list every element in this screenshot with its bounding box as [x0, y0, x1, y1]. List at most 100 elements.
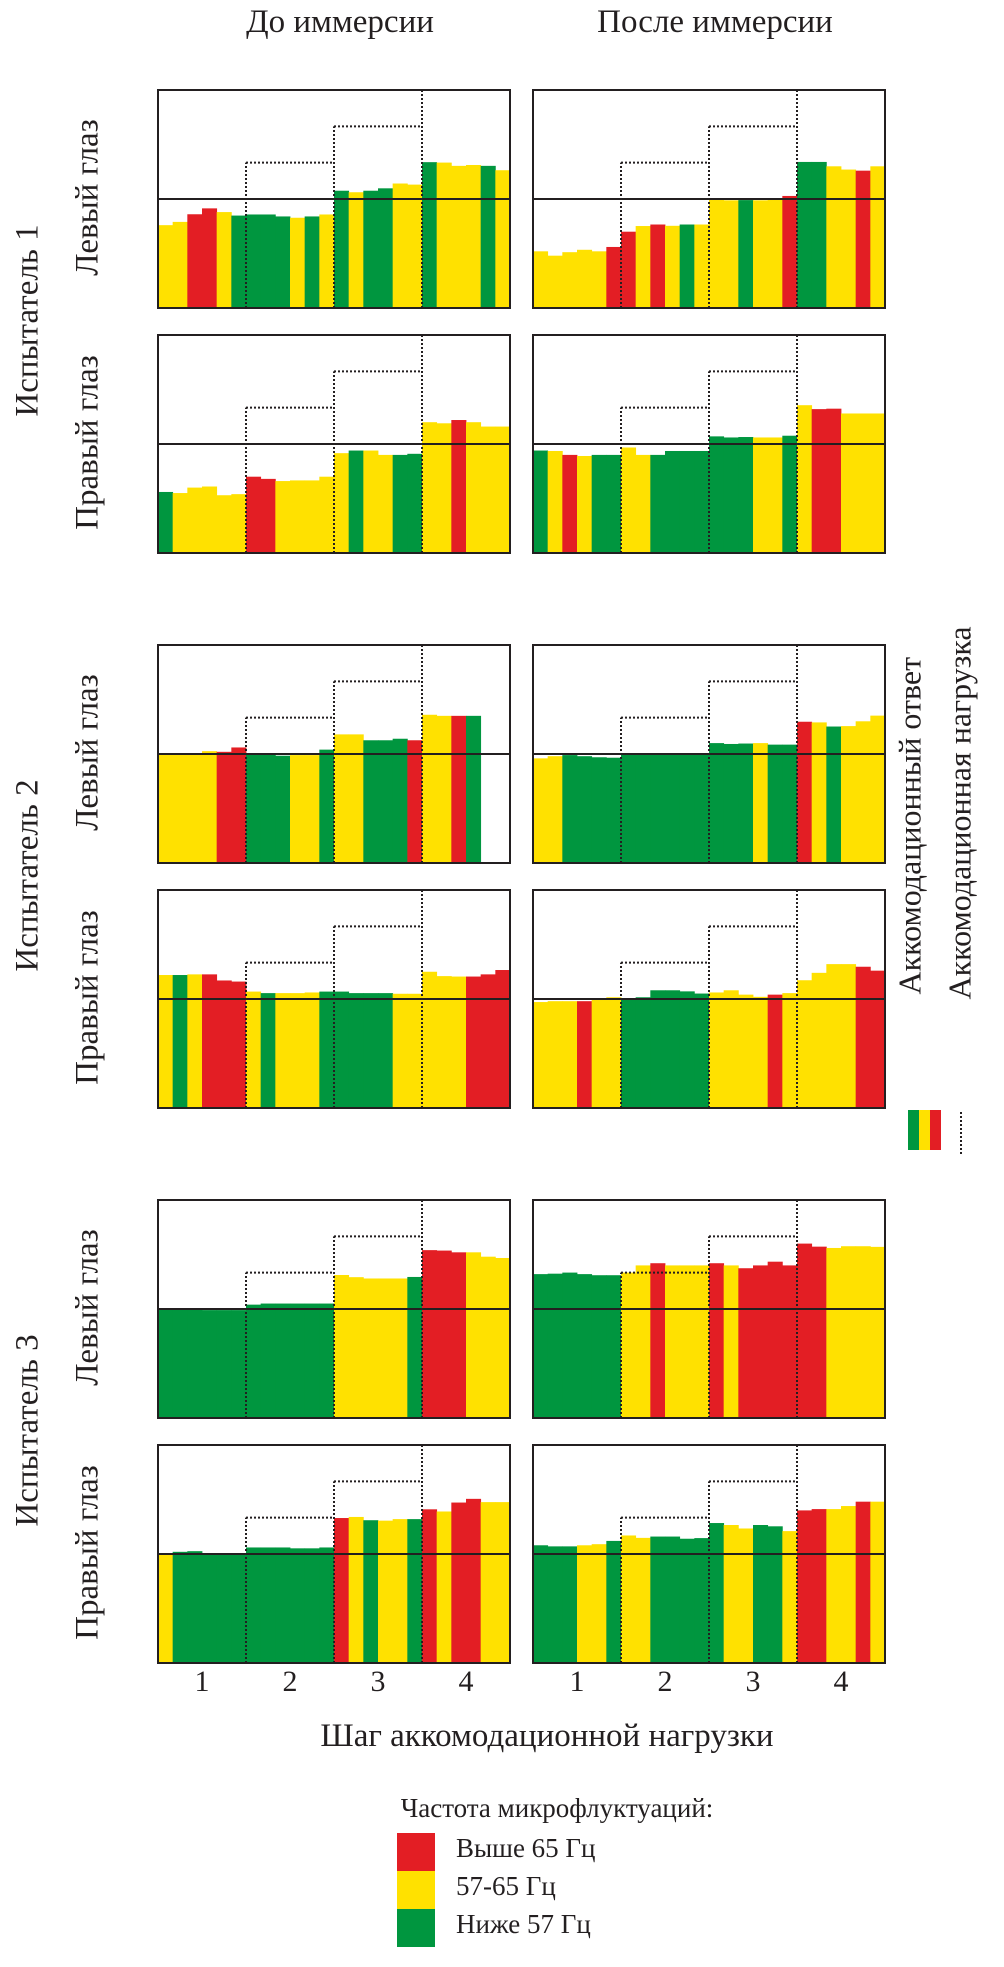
response-bar — [577, 1545, 593, 1663]
response-bar — [562, 755, 578, 863]
response-bar — [466, 1252, 482, 1418]
response-bar — [709, 199, 725, 308]
response-bar — [577, 1001, 593, 1108]
response-bar — [422, 1250, 438, 1418]
response-bar — [231, 215, 247, 308]
legend-swatch-high — [397, 1833, 435, 1871]
response-bar — [290, 993, 306, 1108]
response-bar — [436, 162, 452, 308]
response-bar — [290, 755, 306, 863]
response-bar — [797, 1243, 813, 1418]
response-bar — [392, 1278, 408, 1418]
response-bar — [723, 743, 739, 863]
legend-label-low: Ниже 57 Гц — [456, 1909, 591, 1939]
response-bar — [495, 970, 511, 1108]
response-bar — [348, 450, 364, 553]
response-bar — [231, 1310, 247, 1418]
response-bar — [378, 188, 394, 308]
response-bar — [363, 1278, 379, 1418]
response-bar — [606, 757, 622, 863]
response-bar — [855, 966, 871, 1108]
response-bar — [767, 744, 783, 863]
response-bar — [767, 437, 783, 553]
response-bar — [723, 200, 739, 308]
response-bar — [172, 221, 188, 308]
response-bar — [679, 754, 695, 863]
response-bar — [260, 993, 276, 1108]
response-bar — [606, 1540, 622, 1663]
response-bar — [334, 734, 350, 863]
column-title-after: После иммерсии — [597, 4, 833, 40]
response-bar — [577, 756, 593, 863]
response-bar — [650, 454, 666, 553]
response-bar — [694, 1265, 710, 1418]
response-bar — [187, 214, 203, 308]
response-bar — [811, 161, 827, 308]
response-bar — [422, 971, 438, 1108]
eye-label: Левый глаз — [69, 1229, 106, 1386]
response-bar — [855, 1246, 871, 1418]
response-bar — [202, 1310, 218, 1418]
response-bar — [577, 249, 593, 308]
legend-swatch-mid — [397, 1871, 435, 1909]
column-title-before: До иммерсии — [246, 4, 434, 40]
legend-label-mid: 57-65 Гц — [456, 1871, 556, 1901]
response-bar — [782, 1265, 798, 1418]
response-bar — [870, 1501, 886, 1663]
response-bar — [577, 1274, 593, 1418]
response-bar — [562, 1272, 578, 1418]
chart-panel — [532, 1199, 886, 1419]
load-step-line — [245, 1200, 423, 1418]
x-tick-label: 4 — [833, 1665, 849, 1698]
response-bar — [319, 214, 335, 308]
panel-frame — [157, 1199, 511, 1419]
response-bar — [290, 1303, 306, 1418]
response-bar — [158, 754, 174, 863]
response-bar — [378, 454, 394, 553]
response-bar — [709, 743, 725, 863]
response-bar — [635, 754, 651, 863]
response-bar — [841, 964, 857, 1108]
response-bar — [562, 454, 578, 553]
response-bar — [275, 216, 291, 308]
response-bar — [606, 454, 622, 553]
response-bar — [216, 980, 232, 1108]
response-bar — [738, 200, 754, 308]
response-bar — [826, 964, 842, 1108]
response-bar — [495, 426, 511, 553]
response-bar — [436, 1511, 452, 1663]
response-bar — [635, 454, 651, 553]
chart-panel — [157, 1444, 511, 1664]
response-bar — [407, 1276, 423, 1418]
response-bar — [811, 722, 827, 863]
response-bar — [533, 1274, 549, 1418]
response-bar — [621, 1272, 637, 1418]
x-tick-label: 3 — [370, 1665, 386, 1698]
response-bar — [811, 1246, 827, 1418]
response-bar — [738, 994, 754, 1108]
chart-panel — [157, 334, 511, 554]
chart-panel — [532, 889, 886, 1109]
response-bar — [562, 1546, 578, 1663]
x-tick-label: 3 — [745, 1665, 761, 1698]
response-bar — [451, 1502, 467, 1663]
x-tick-label: 1 — [569, 1665, 585, 1698]
response-bar — [694, 754, 710, 863]
response-bar — [547, 756, 563, 863]
response-bar — [694, 1538, 710, 1663]
legend-response-label: Аккомодационный ответ — [891, 656, 928, 995]
response-bar — [260, 214, 276, 308]
response-bar — [855, 413, 871, 553]
response-bar — [709, 1263, 725, 1418]
response-bar — [635, 997, 651, 1108]
response-bar — [606, 1275, 622, 1418]
response-bar — [275, 481, 291, 553]
response-bar — [870, 715, 886, 863]
response-bar — [334, 1518, 350, 1663]
response-bar — [694, 993, 710, 1108]
response-bar — [187, 754, 203, 863]
response-bar — [392, 993, 408, 1108]
response-bar — [275, 1303, 291, 1418]
panel-frame — [157, 889, 511, 1109]
response-bar — [466, 715, 482, 863]
